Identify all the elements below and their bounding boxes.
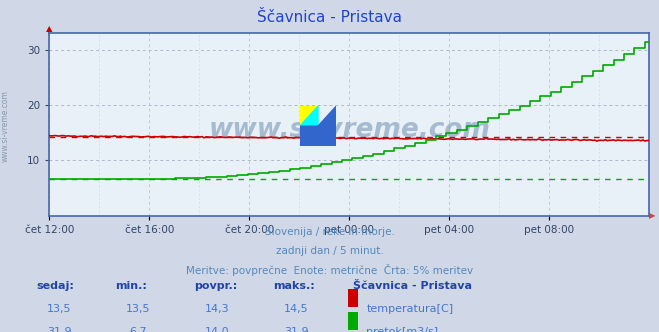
Text: ▶: ▶ xyxy=(649,211,656,220)
Text: 14,5: 14,5 xyxy=(284,304,309,314)
Text: Meritve: povprečne  Enote: metrične  Črta: 5% meritev: Meritve: povprečne Enote: metrične Črta:… xyxy=(186,264,473,276)
Text: 31,9: 31,9 xyxy=(284,327,309,332)
Text: min.:: min.: xyxy=(115,281,147,290)
Text: zadnji dan / 5 minut.: zadnji dan / 5 minut. xyxy=(275,246,384,256)
Text: 31,9: 31,9 xyxy=(47,327,72,332)
Text: sedaj:: sedaj: xyxy=(36,281,74,290)
Polygon shape xyxy=(300,106,318,126)
Text: www.si-vreme.com: www.si-vreme.com xyxy=(1,90,10,162)
Text: povpr.:: povpr.: xyxy=(194,281,238,290)
Text: 13,5: 13,5 xyxy=(126,304,151,314)
Text: temperatura[C]: temperatura[C] xyxy=(366,304,453,314)
Text: Ščavnica - Pristava: Ščavnica - Pristava xyxy=(353,281,472,290)
Polygon shape xyxy=(318,106,336,146)
Text: ▲: ▲ xyxy=(46,24,53,33)
Text: maks.:: maks.: xyxy=(273,281,315,290)
Text: Ščavnica - Pristava: Ščavnica - Pristava xyxy=(257,10,402,25)
Text: www.si-vreme.com: www.si-vreme.com xyxy=(208,117,490,143)
Text: Slovenija / reke in morje.: Slovenija / reke in morje. xyxy=(264,227,395,237)
Text: pretok[m3/s]: pretok[m3/s] xyxy=(366,327,438,332)
Polygon shape xyxy=(300,126,336,146)
Text: 14,0: 14,0 xyxy=(205,327,230,332)
Text: 14,3: 14,3 xyxy=(205,304,230,314)
Polygon shape xyxy=(300,106,318,126)
Text: 6,7: 6,7 xyxy=(130,327,147,332)
Text: 13,5: 13,5 xyxy=(47,304,72,314)
